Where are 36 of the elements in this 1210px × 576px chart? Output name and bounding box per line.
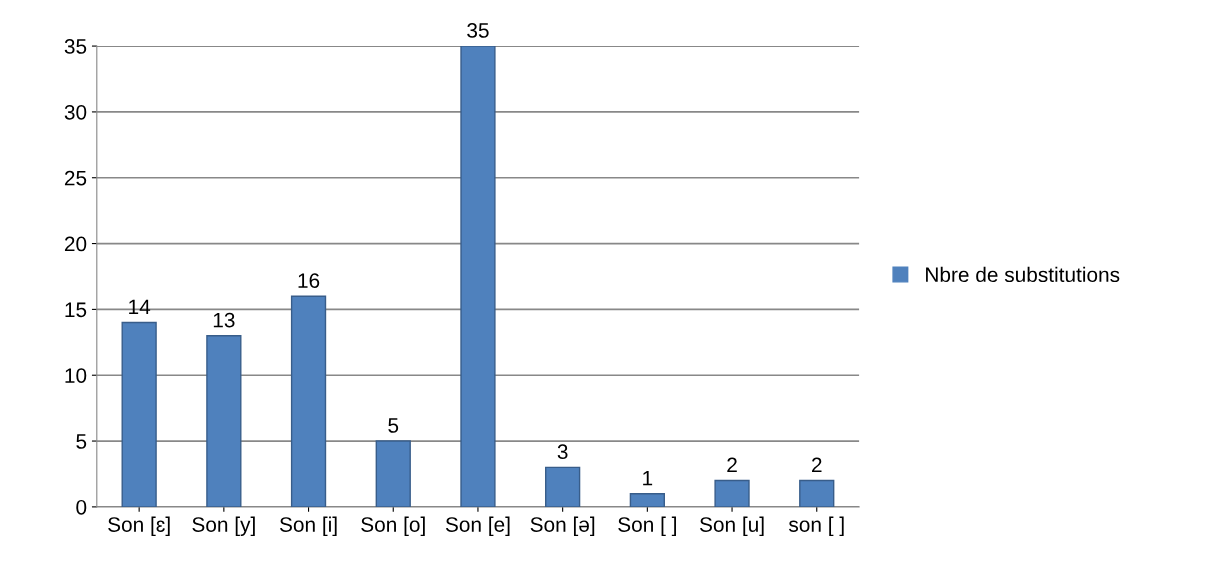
data-label: 1 [643, 470, 653, 486]
bar [290, 295, 327, 507]
data-label: 3 [557, 444, 568, 460]
y-tick-label: 20 [64, 236, 87, 252]
y-tick-label: 30 [64, 104, 87, 120]
x-tick-label: Son [i] [279, 516, 337, 537]
y-tick-label: 25 [64, 170, 87, 186]
bar [121, 321, 157, 507]
bar [629, 493, 665, 507]
x-tick-label: Son [e] [445, 516, 510, 537]
data-label: 2 [812, 457, 822, 473]
bar [545, 466, 581, 507]
x-tick-label: Son [y] [192, 516, 255, 537]
x-tick-label: Son [u] [699, 516, 764, 537]
y-tick-label: 5 [76, 434, 87, 449]
x-tick-label: Son [o] [361, 516, 425, 537]
bar [714, 479, 750, 507]
bar [375, 440, 411, 507]
bar [206, 335, 242, 507]
x-tick-label: son [ ] [788, 516, 844, 537]
data-label: 2 [727, 457, 737, 473]
data-label: 5 [388, 418, 399, 433]
y-tick-label: 35 [64, 39, 87, 54]
data-label: 16 [298, 273, 320, 288]
y-tick-label: 0 [76, 499, 87, 515]
data-label: 14 [129, 299, 151, 315]
x-tick-label: Son [ə] [530, 516, 595, 537]
data-label: 35 [467, 23, 489, 38]
bar [799, 479, 835, 507]
data-label: 13 [213, 312, 235, 328]
y-tick-label: 15 [65, 302, 87, 318]
y-tick-label: 10 [65, 368, 87, 383]
bar [460, 46, 496, 507]
x-tick-label: Son [ɛ] [108, 516, 170, 537]
legend-label: Nbre de substitutions [926, 266, 1120, 283]
x-tick-label: Son [ ] [618, 516, 676, 537]
